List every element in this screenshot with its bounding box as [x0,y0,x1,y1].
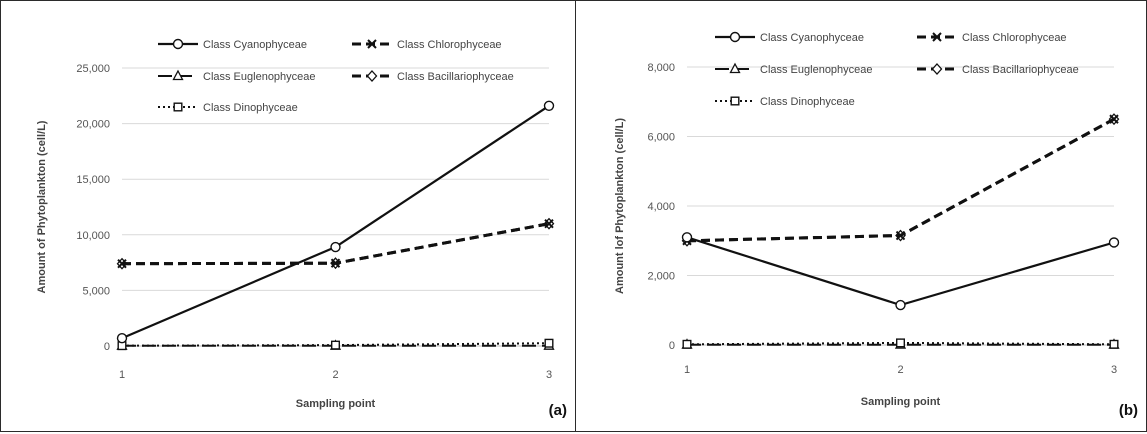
chart-a-y-tick-label: 5,000 [82,285,110,297]
chart-b-legend-item-class-euglenophyceae: Class Euglenophyceae [715,62,873,76]
chart-b-x-tick-label: 3 [1111,364,1117,376]
chart-a-y-tick-label: 0 [104,341,110,353]
chart-a-legend-item-class-cyanophyceae: Class Cyanophyceae [158,38,307,51]
chart-b-series-class-dinophyceae [682,338,1119,349]
chart-b-svg: 0 2,000 4,000 6,000 8,000 1 2 3 Sampling point Am… [614,31,1138,419]
chart-b-legend-marker [932,32,942,42]
chart-a-y-tick-label: 10,000 [76,230,110,242]
chart-a-point-class-dinophyceae [331,340,341,350]
chart-b-point-class-chlorophyceae [895,230,906,241]
chart-a-point-class-cyanophyceae [543,100,555,112]
chart-a-legend-label: Class Cyanophyceae [203,39,307,51]
chart-b-legend-item-class-bacillariophyceae: Class Bacillariophyceae [917,63,1079,76]
chart-a-legend-label: Class Chlorophyceae [397,39,502,51]
chart-b-legend-label: Class Cyanophyceae [760,32,864,44]
chart-b-y-tick-label: 2,000 [647,271,675,283]
chart-b-series-class-chlorophyceae [682,114,1119,246]
chart-b-point-class-cyanophyceae [1108,237,1120,248]
chart-a-legend-item-class-dinophyceae: Class Dinophyceae [158,102,298,114]
chart-b-series-class-cyanophyceae [681,232,1120,311]
chart-a-panel-label: (a) [549,402,567,419]
chart-b-panel-label: (b) [1119,402,1138,419]
chart-a-line-class-cyanophyceae [121,104,550,340]
chart-b-y-tick-label: 8,000 [647,62,675,74]
chart-b-point-class-dinophyceae [896,338,906,348]
chart-b-point-class-cyanophyceae [895,299,906,311]
chart-b-legend-marker [931,63,943,75]
chart-b-y-tick-label: 6,000 [647,132,675,144]
chart-b-legend-label: Class Bacillariophyceae [962,64,1079,76]
chart-a-point-class-chlorophyceae [544,218,554,229]
chart-a-legend-marker [172,69,184,81]
chart-a-legend-item-class-chlorophyceae: Class Chlorophyceae [352,39,502,51]
chart-a-x-tick-label: 3 [546,369,552,381]
chart-b-line-class-chlorophyceae [686,117,1115,243]
chart-b-legend-label: Class Chlorophyceae [962,32,1067,44]
chart-a-line-class-dinophyceae [121,342,550,347]
chart-b-point-class-cyanophyceae [681,232,693,243]
chart-b-y-tick-label: 0 [669,340,675,352]
chart-b-line-class-cyanophyceae [686,236,1115,307]
chart-a-legend-marker [367,39,377,49]
chart-a-y-tick-label: 25,000 [76,63,110,75]
chart-b-x-tick-label: 1 [684,364,690,376]
chart-a-y-tick-label: 20,000 [76,119,110,131]
chart-a-point-class-dinophyceae [544,338,554,348]
chart-b-legend-label: Class Euglenophyceae [760,64,873,76]
chart-b-legend: Class Cyanophyceae Class Chlorophyceae Cla… [715,31,1079,108]
chart-a-legend-label: Class Dinophyceae [203,102,298,114]
chart-a-legend-marker [366,70,378,82]
chart-a-legend-item-class-euglenophyceae: Class Euglenophyceae [158,69,316,83]
chart-a-x-tick-label: 2 [332,369,338,381]
chart-b-x-tick-label: 2 [897,364,903,376]
chart-b-line-class-dinophyceae [686,341,1115,346]
chart-a-x-axis-title: Sampling point [296,398,376,410]
chart-a-legend-item-class-bacillariophyceae: Class Bacillariophyceae [352,70,514,83]
chart-b-series-class-bacillariophyceae [681,113,1120,247]
chart-b-legend-marker [729,31,741,43]
chart-a-legend-marker [173,102,183,112]
chart-a-point-class-chlorophyceae [117,259,127,269]
chart-b-legend-item-class-chlorophyceae: Class Chlorophyceae [917,32,1067,44]
chart-b-legend-label: Class Dinophyceae [760,96,855,108]
chart-panel-b: 0 2,000 4,000 6,000 8,000 1 2 3 Sampling point Am… [575,0,1147,432]
chart-b-y-axis-title: Amount lof Phytoplankton (cell/L) [614,118,626,294]
chart-a-svg: 0 5,000 10,000 15,000 20,000 25,000 1 2 3 Samplin… [36,38,567,419]
chart-a-series-class-chlorophyceae [117,218,554,269]
chart-b-point-class-dinophyceae [1109,339,1119,349]
chart-b-point-class-dinophyceae [682,339,692,349]
chart-panel-a: 0 5,000 10,000 15,000 20,000 25,000 1 2 3 Samplin… [0,0,576,432]
chart-b-point-class-chlorophyceae [1109,114,1119,124]
chart-a-point-class-cyanophyceae [116,333,128,344]
chart-a-legend-label: Class Euglenophyceae [203,71,316,83]
chart-a-legend: Class Cyanophyceae Class Chlorophyceae Cla… [158,38,514,114]
chart-b-x-axis-title: Sampling point [861,396,941,408]
chart-a-legend-marker [172,38,184,50]
chart-a-y-tick-label: 15,000 [76,174,110,186]
chart-b-legend-item-class-dinophyceae: Class Dinophyceae [715,96,855,108]
chart-a-legend-label: Class Bacillariophyceae [397,71,514,83]
chart-a-x-tick-label: 1 [119,369,125,381]
chart-b-y-tick-label: 4,000 [647,201,675,213]
chart-b-legend-marker [729,62,741,74]
chart-b-line-class-bacillariophyceae [686,117,1115,243]
chart-a-point-class-chlorophyceae [330,258,341,268]
chart-a-series-class-cyanophyceae [116,100,555,344]
chart-b-legend-item-class-cyanophyceae: Class Cyanophyceae [715,31,864,44]
chart-b-legend-marker [730,96,740,106]
chart-a-series-class-dinophyceae [117,338,554,351]
chart-a-gridlines [122,67,549,347]
chart-a-point-class-cyanophyceae [330,241,341,253]
chart-a-y-axis-title: Amount of Phytoplankton (cell/L) [36,120,48,293]
